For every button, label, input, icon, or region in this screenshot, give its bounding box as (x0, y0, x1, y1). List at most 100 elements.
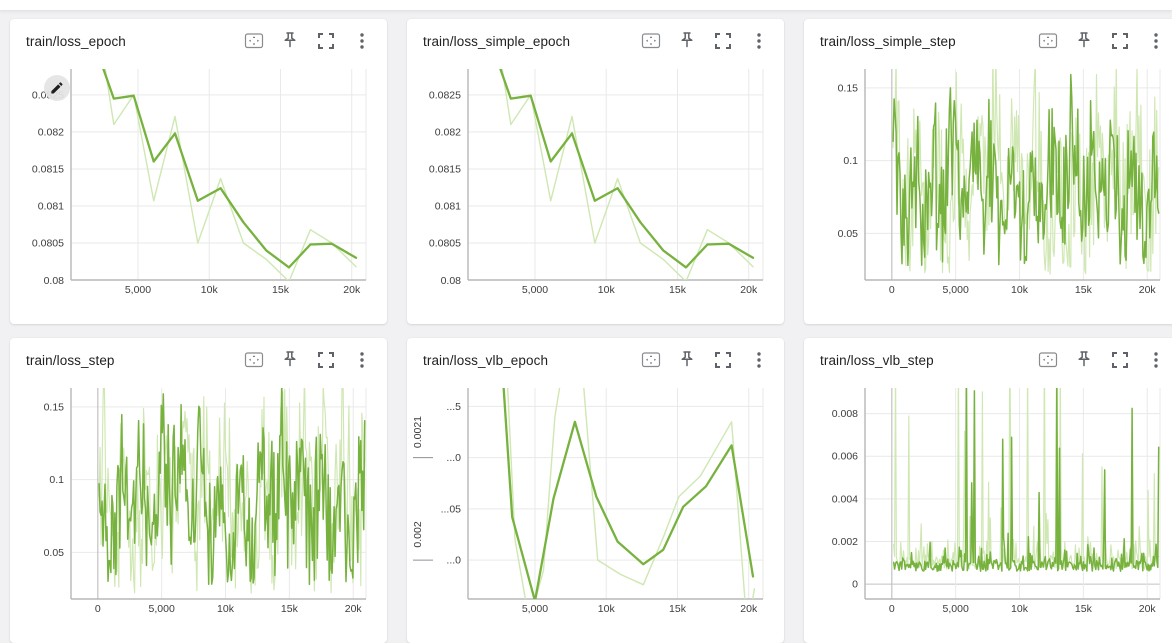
fullscreen-icon (715, 352, 731, 368)
more-options-icon (360, 352, 364, 368)
pin-button[interactable] (1071, 347, 1097, 373)
more-options-icon (1154, 33, 1158, 49)
chart-title: train/loss_vlb_step (820, 352, 934, 368)
fit-domain-to-data-icon (244, 33, 264, 49)
fullscreen-button[interactable] (710, 347, 736, 373)
svg-text:5,000: 5,000 (943, 603, 969, 615)
chart-title: train/loss_vlb_epoch (423, 352, 549, 368)
svg-text:0: 0 (889, 284, 895, 296)
more-options-button[interactable] (349, 28, 375, 54)
pin-icon (681, 351, 693, 367)
line-chart[interactable]: 0 0.002 0.004 0.006 0.008 0 5,000 10k 15k 20k (804, 378, 1172, 643)
svg-text:0.0815: 0.0815 (429, 163, 461, 175)
line-chart[interactable]: 0.05 0.1 0.15 0 5,000 10k 15k 20k (804, 59, 1172, 324)
fullscreen-button[interactable] (1107, 347, 1133, 373)
svg-text:10k: 10k (598, 603, 616, 615)
svg-text:0.05: 0.05 (838, 228, 859, 240)
svg-text:10k: 10k (1011, 603, 1029, 615)
more-options-button[interactable] (1143, 28, 1169, 54)
fullscreen-button[interactable] (313, 347, 339, 373)
fit-domain-to-data-button[interactable] (1035, 347, 1061, 373)
svg-text:0.15: 0.15 (838, 82, 859, 94)
fullscreen-button[interactable] (1107, 28, 1133, 54)
pin-icon (284, 32, 296, 48)
svg-text:...0: ...0 (446, 452, 461, 464)
line-chart[interactable]: 0.05 0.1 0.15 0 5,000 10k 15k 20k (10, 378, 387, 643)
more-options-button[interactable] (746, 28, 772, 54)
fullscreen-icon (318, 352, 334, 368)
fit-domain-to-data-button[interactable] (241, 347, 267, 373)
svg-text:15k: 15k (1075, 284, 1093, 296)
card-header: train/loss_simple_step (804, 19, 1172, 59)
pin-button[interactable] (674, 347, 700, 373)
svg-text:10k: 10k (217, 603, 235, 615)
more-options-button[interactable] (349, 347, 375, 373)
svg-text:15k: 15k (272, 284, 290, 296)
card-actions (231, 347, 375, 373)
svg-text:0.08: 0.08 (441, 275, 462, 287)
svg-text:5,000: 5,000 (125, 284, 151, 296)
svg-text:15k: 15k (669, 284, 687, 296)
fit-domain-to-data-button[interactable] (1035, 28, 1061, 54)
pin-button[interactable] (1071, 28, 1097, 54)
chart-title: train/loss_simple_step (820, 33, 956, 49)
chart-title: train/loss_simple_epoch (423, 33, 571, 49)
line-chart[interactable]: 0.08050.0810.08150.0820.08250.085,00010k… (10, 59, 387, 324)
fit-domain-to-data-icon (641, 352, 661, 368)
svg-text:15k: 15k (1075, 603, 1093, 615)
card-actions (1025, 28, 1169, 54)
svg-text:15k: 15k (669, 603, 687, 615)
chart-card-train-loss_vlb_step: train/loss_vlb_step 0 0.002 0.004 0.006 0.00… (804, 338, 1172, 643)
svg-text:0: 0 (889, 603, 895, 615)
svg-text:20k: 20k (1139, 603, 1157, 615)
svg-text:0.0805: 0.0805 (429, 237, 461, 249)
more-options-button[interactable] (746, 347, 772, 373)
more-options-button[interactable] (1143, 347, 1169, 373)
svg-text:0.0021: 0.0021 (412, 416, 424, 448)
svg-text:0.004: 0.004 (832, 493, 858, 505)
fit-domain-to-data-button[interactable] (241, 28, 267, 54)
card-header: train/loss_step (10, 338, 387, 378)
fit-domain-to-data-button[interactable] (638, 28, 664, 54)
fit-domain-to-data-button[interactable] (638, 347, 664, 373)
chart-card-train-loss_vlb_epoch: train/loss_vlb_epoch ...0 ...05 ...0 ...5 0.… (407, 338, 784, 643)
card-header: train/loss_vlb_epoch (407, 338, 784, 378)
fullscreen-icon (715, 33, 731, 49)
svg-text:0.08: 0.08 (44, 275, 65, 287)
svg-text:0.081: 0.081 (435, 200, 461, 212)
svg-text:5,000: 5,000 (943, 284, 969, 296)
svg-text:0.082: 0.082 (435, 126, 461, 138)
line-chart[interactable]: ...0 ...05 ...0 ...5 0.0021 0.002 5,000 10k 15k 2… (407, 378, 784, 643)
svg-text:...05: ...05 (441, 503, 462, 515)
svg-text:0.008: 0.008 (832, 408, 858, 420)
chart-card-train-loss_simple_epoch: train/loss_simple_epoch 0.0805 0.081 0.081… (407, 19, 784, 324)
card-actions (628, 347, 772, 373)
chart-title: train/loss_step (26, 352, 115, 368)
pin-button[interactable] (674, 28, 700, 54)
svg-text:...0: ...0 (446, 555, 461, 567)
svg-text:20k: 20k (740, 284, 758, 296)
card-header: train/loss_simple_epoch (407, 19, 784, 59)
fit-domain-to-data-icon (244, 352, 264, 368)
svg-text:0.0815: 0.0815 (32, 163, 64, 175)
fit-domain-to-data-icon (641, 33, 661, 49)
svg-text:0: 0 (95, 603, 101, 615)
fullscreen-button[interactable] (313, 28, 339, 54)
svg-text:...5: ...5 (446, 401, 461, 413)
fullscreen-button[interactable] (710, 28, 736, 54)
svg-text:0: 0 (852, 579, 858, 591)
svg-text:10k: 10k (598, 284, 616, 296)
fullscreen-icon (1112, 352, 1128, 368)
svg-text:20k: 20k (740, 603, 758, 615)
chart-card-train-loss_step: train/loss_step 0.05 0.1 0.15 0 5,000 10k 15k 2… (10, 338, 387, 643)
pin-button[interactable] (277, 347, 303, 373)
svg-text:0.1: 0.1 (49, 474, 64, 486)
svg-text:10k: 10k (1011, 284, 1029, 296)
pin-button[interactable] (277, 28, 303, 54)
fullscreen-icon (1112, 33, 1128, 49)
svg-text:5,000: 5,000 (522, 603, 548, 615)
svg-text:0.05: 0.05 (44, 547, 65, 559)
svg-text:0.002: 0.002 (832, 536, 858, 548)
more-options-icon (757, 33, 761, 49)
